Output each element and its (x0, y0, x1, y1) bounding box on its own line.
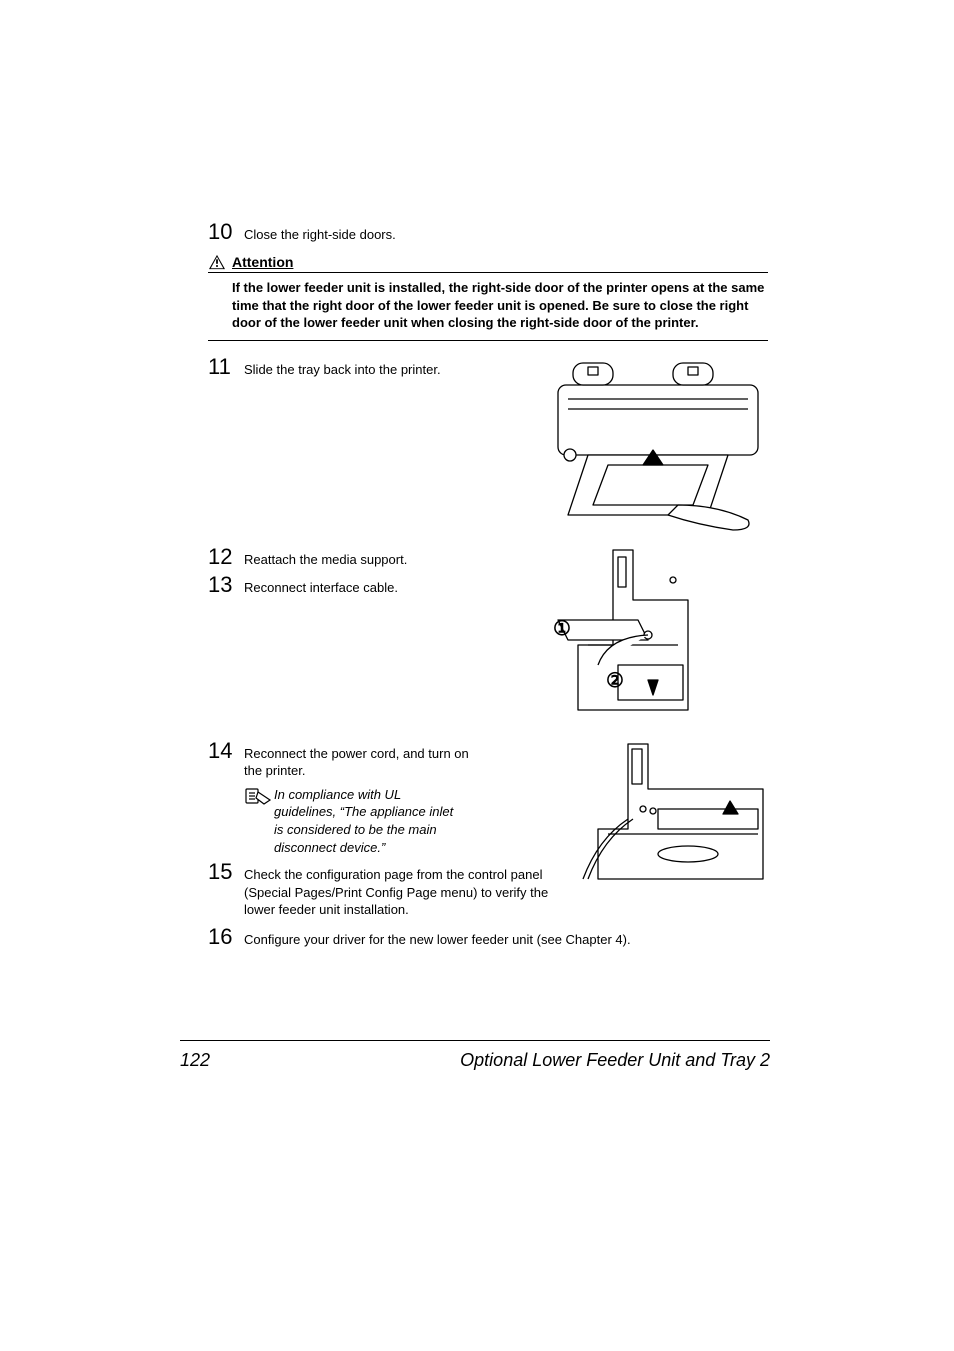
step-number: 16 (208, 925, 244, 949)
page-number: 122 (180, 1050, 210, 1071)
step-13: 13 Reconnect interface cable. (208, 573, 538, 597)
manual-page: 10 Close the right-side doors. Attention… (0, 0, 954, 1351)
attention-title: Attention (232, 254, 293, 270)
illustration-power-cord (568, 739, 768, 889)
step-number: 15 (208, 860, 244, 884)
illustration-media-support: ① ② (548, 545, 768, 725)
step-10: 10 Close the right-side doors. (208, 220, 768, 244)
step-text: Slide the tray back into the printer. (244, 355, 484, 379)
step-15: 15 Check the configuration page from the… (208, 860, 558, 919)
attention-block: Attention If the lower feeder unit is in… (208, 254, 768, 341)
footer-rule (180, 1040, 770, 1041)
step-16: 16 Configure your driver for the new low… (208, 925, 768, 949)
step-14: 14 Reconnect the power cord, and turn on… (208, 739, 558, 780)
step-number: 10 (208, 220, 244, 244)
step-11-row: 11 Slide the tray back into the printer. (208, 355, 768, 535)
section-title: Optional Lower Feeder Unit and Tray 2 (460, 1050, 770, 1071)
attention-header: Attention (208, 254, 768, 273)
step-12-13-row: 12 Reattach the media support. 13 Reconn… (208, 545, 768, 725)
callout-1: ① (553, 618, 571, 640)
callout-2: ② (606, 670, 624, 692)
step-text: Configure your driver for the new lower … (244, 925, 768, 949)
page-footer: 122 Optional Lower Feeder Unit and Tray … (180, 1050, 770, 1071)
step-12: 12 Reattach the media support. (208, 545, 538, 569)
step-text: Reattach the media support. (244, 545, 484, 569)
warning-icon (208, 254, 226, 270)
step-text: Reconnect interface cable. (244, 573, 484, 597)
step-text: Reconnect the power cord, and turn on th… (244, 739, 484, 780)
content-column: 10 Close the right-side doors. Attention… (208, 220, 768, 949)
step-14-row: 14 Reconnect the power cord, and turn on… (208, 739, 768, 923)
note-icon (244, 786, 274, 811)
step-text: Close the right-side doors. (244, 220, 768, 244)
note-text: In compliance with UL guidelines, “The a… (274, 786, 464, 856)
step-number: 12 (208, 545, 244, 569)
compliance-note: In compliance with UL guidelines, “The a… (244, 786, 558, 856)
attention-body: If the lower feeder unit is installed, t… (208, 279, 768, 332)
step-number: 11 (208, 355, 244, 379)
step-number: 13 (208, 573, 244, 597)
step-11: 11 Slide the tray back into the printer. (208, 355, 538, 379)
illustration-tray-insert (548, 355, 768, 535)
step-text: Check the configuration page from the co… (244, 860, 558, 919)
step-number: 14 (208, 739, 244, 763)
